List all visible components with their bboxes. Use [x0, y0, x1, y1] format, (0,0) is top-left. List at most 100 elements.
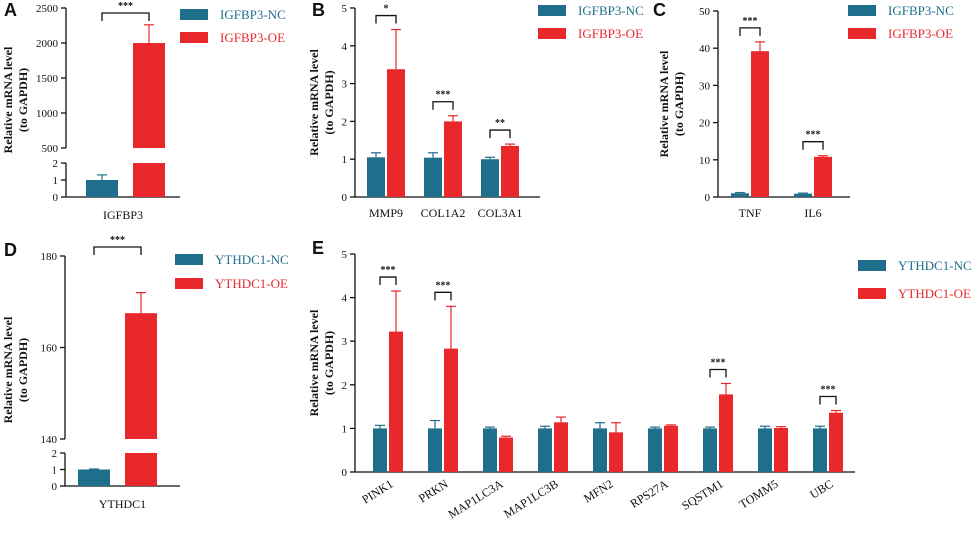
panel-D-bar-nc [78, 469, 110, 486]
panel-E-legend-swatch-0 [858, 260, 886, 271]
panel-D-y-label-line: Relative mRNA level [1, 316, 15, 423]
panel-C-bar-tnf-oe [751, 51, 769, 198]
panel-A-legend-label-1: IGFBP3-OE [220, 30, 285, 45]
panel-A-ytick-label-lower: 2 [53, 158, 59, 170]
panel-E-xtick-label: RPS27A [628, 477, 671, 511]
panel-A-bar-oe-upper [133, 43, 165, 148]
panel-B-col1a2-bracket [432, 101, 454, 110]
panel-E-bar-map1lc3b-nc [538, 428, 552, 472]
panel-D-letter: D [4, 240, 17, 260]
panel-A-ytick-label-upper: 1500 [36, 73, 59, 85]
panel-C-legend-swatch-1 [848, 28, 876, 39]
panel-B-xtick-label: COL1A2 [421, 206, 466, 220]
panel-E-bar-mfn2-nc [593, 428, 607, 472]
panel-B-bar-col1a2-oe [444, 121, 462, 197]
panel-A-legend-label-0: IGFBP3-NC [220, 7, 286, 22]
panel-D-legend-label-0: YTHDC1-NC [215, 252, 289, 267]
panel-B-legend-label-0: IGFBP3-NC [578, 3, 644, 18]
panel-D-legend-swatch-0 [175, 254, 203, 265]
panel-E-xtick-label: TOMM5 [737, 477, 781, 512]
panel-A-sig: *** [118, 1, 133, 12]
panel-A-ytick-label-upper: 500 [42, 143, 59, 155]
panel-D-y-label: Relative mRNA level(to GAPDH) [1, 316, 30, 423]
panel-B-legend-label-1: IGFBP3-OE [578, 26, 643, 41]
panel-E-bar-sqstm1-oe [719, 394, 733, 472]
panel-C-ytick-label: 20 [699, 118, 711, 130]
panel-E-bar-pink1-oe [389, 331, 403, 472]
panel-D-bar-oe-upper [125, 313, 157, 439]
panel-E-pink1-sig: *** [381, 265, 396, 276]
panel-C-tnf-bracket [739, 27, 761, 36]
panel-E-bar-sqstm1-nc [703, 428, 717, 472]
panel-B-mmp9-bracket [375, 14, 397, 24]
panel-E-bar-map1lc3b-oe [554, 422, 568, 472]
panel-B-col1a2-sig: *** [436, 90, 451, 101]
panel-D-ytick-label-lower: 1 [52, 465, 58, 477]
panel-D-legend-swatch-1 [175, 278, 203, 289]
panel-B-ytick-label: 5 [342, 3, 348, 15]
panel-E-xtick-label: UBC [807, 477, 835, 502]
panel-E-prkn-bracket [434, 291, 452, 301]
panel-D-y-label-line: (to GAPDH) [16, 338, 30, 402]
panel-D-ytick-label-lower: 0 [52, 481, 58, 493]
panel-C-legend-swatch-0 [848, 5, 876, 16]
panel-B-y-label: Relative mRNA level(to GAPDH) [307, 49, 336, 156]
panel-B-mmp9-sig: * [384, 4, 389, 15]
panel-E-xtick-label: MAP1LC3A [446, 476, 506, 521]
panel-E-ytick-label: 3 [342, 336, 348, 348]
panel-D-ytick-label-lower: 2 [52, 448, 58, 460]
panel-B-bar-col1a2-nc [424, 157, 442, 197]
panel-D-ytick-label-upper: 160 [41, 343, 58, 355]
panel-D-xtick-label: YTHDC1 [99, 497, 146, 511]
panel-A-ytick-label-lower: 0 [53, 192, 59, 204]
panel-B-xtick-label: COL3A1 [478, 206, 523, 220]
panel-B-ytick-label: 1 [342, 154, 348, 166]
panel-B-legend-swatch-0 [538, 5, 566, 16]
panel-E-ubc-sig: *** [821, 385, 836, 396]
panel-E-prkn-sig: *** [436, 280, 451, 291]
panel-E-ytick-label: 2 [342, 380, 348, 392]
panel-E-pink1-bracket [379, 276, 397, 286]
panel-E-ubc-bracket [819, 395, 837, 405]
panel-A-ytick-label-upper: 1000 [36, 108, 59, 120]
panel-C-ytick-label: 0 [705, 192, 711, 204]
panel-E-legend-label-1: YTHDC1-OE [898, 286, 971, 301]
panel-C-bar-il6-oe [814, 156, 832, 197]
panel-A-letter: A [4, 0, 17, 20]
panel-D-ytick-label-upper: 180 [41, 251, 58, 263]
panel-B-ytick-label: 4 [342, 41, 348, 53]
panel-B-ytick-label: 0 [342, 192, 348, 204]
panel-C-bar-tnf-nc [731, 193, 749, 197]
panel-B-y-label-line: Relative mRNA level [307, 49, 321, 156]
panel-E-ytick-label: 5 [342, 249, 348, 261]
panel-C-legend-label-0: IGFBP3-NC [888, 3, 954, 18]
panel-E-y-label-line: Relative mRNA level [307, 309, 321, 416]
panel-C-letter: C [653, 0, 666, 20]
panel-C-tnf-sig: *** [743, 16, 758, 27]
panel-E-xtick-label: PRKN [416, 476, 451, 505]
panel-C-ytick-label: 50 [699, 6, 711, 18]
panel-D-bar-oe-lower [125, 453, 157, 486]
panel-B-ytick-label: 3 [342, 79, 348, 91]
panel-C-ytick-label: 40 [699, 43, 711, 55]
panel-C-y-label: Relative mRNA level(to GAPDH) [657, 50, 686, 157]
panel-E-ytick-label: 4 [342, 293, 348, 305]
panel-E-sqstm1-bracket [709, 368, 727, 378]
panel-E-bar-tomm5-nc [758, 428, 772, 472]
panel-C-il6-sig: *** [806, 130, 821, 141]
panel-B-y-label-line: (to GAPDH) [322, 70, 336, 134]
panel-D-legend-label-1: YTHDC1-OE [215, 276, 288, 291]
panel-C-xtick-label: IL6 [804, 206, 821, 220]
panel-E-bar-rps27a-oe [664, 425, 678, 472]
panel-D-ytick-label-upper: 140 [41, 434, 58, 446]
panel-A-bar-nc [86, 180, 118, 197]
panel-E-bar-ubc-nc [813, 428, 827, 472]
panel-D-bracket [93, 246, 142, 255]
panel-E-y-label-line: (to GAPDH) [322, 331, 336, 395]
panel-A-bar-oe-lower [133, 163, 165, 197]
panel-B-bar-mmp9-oe [387, 69, 405, 197]
panel-A-xtick-label: IGFBP3 [103, 208, 143, 222]
panel-E-bar-map1lc3a-oe [499, 437, 513, 472]
panel-B-col3a1-bracket [489, 129, 511, 139]
